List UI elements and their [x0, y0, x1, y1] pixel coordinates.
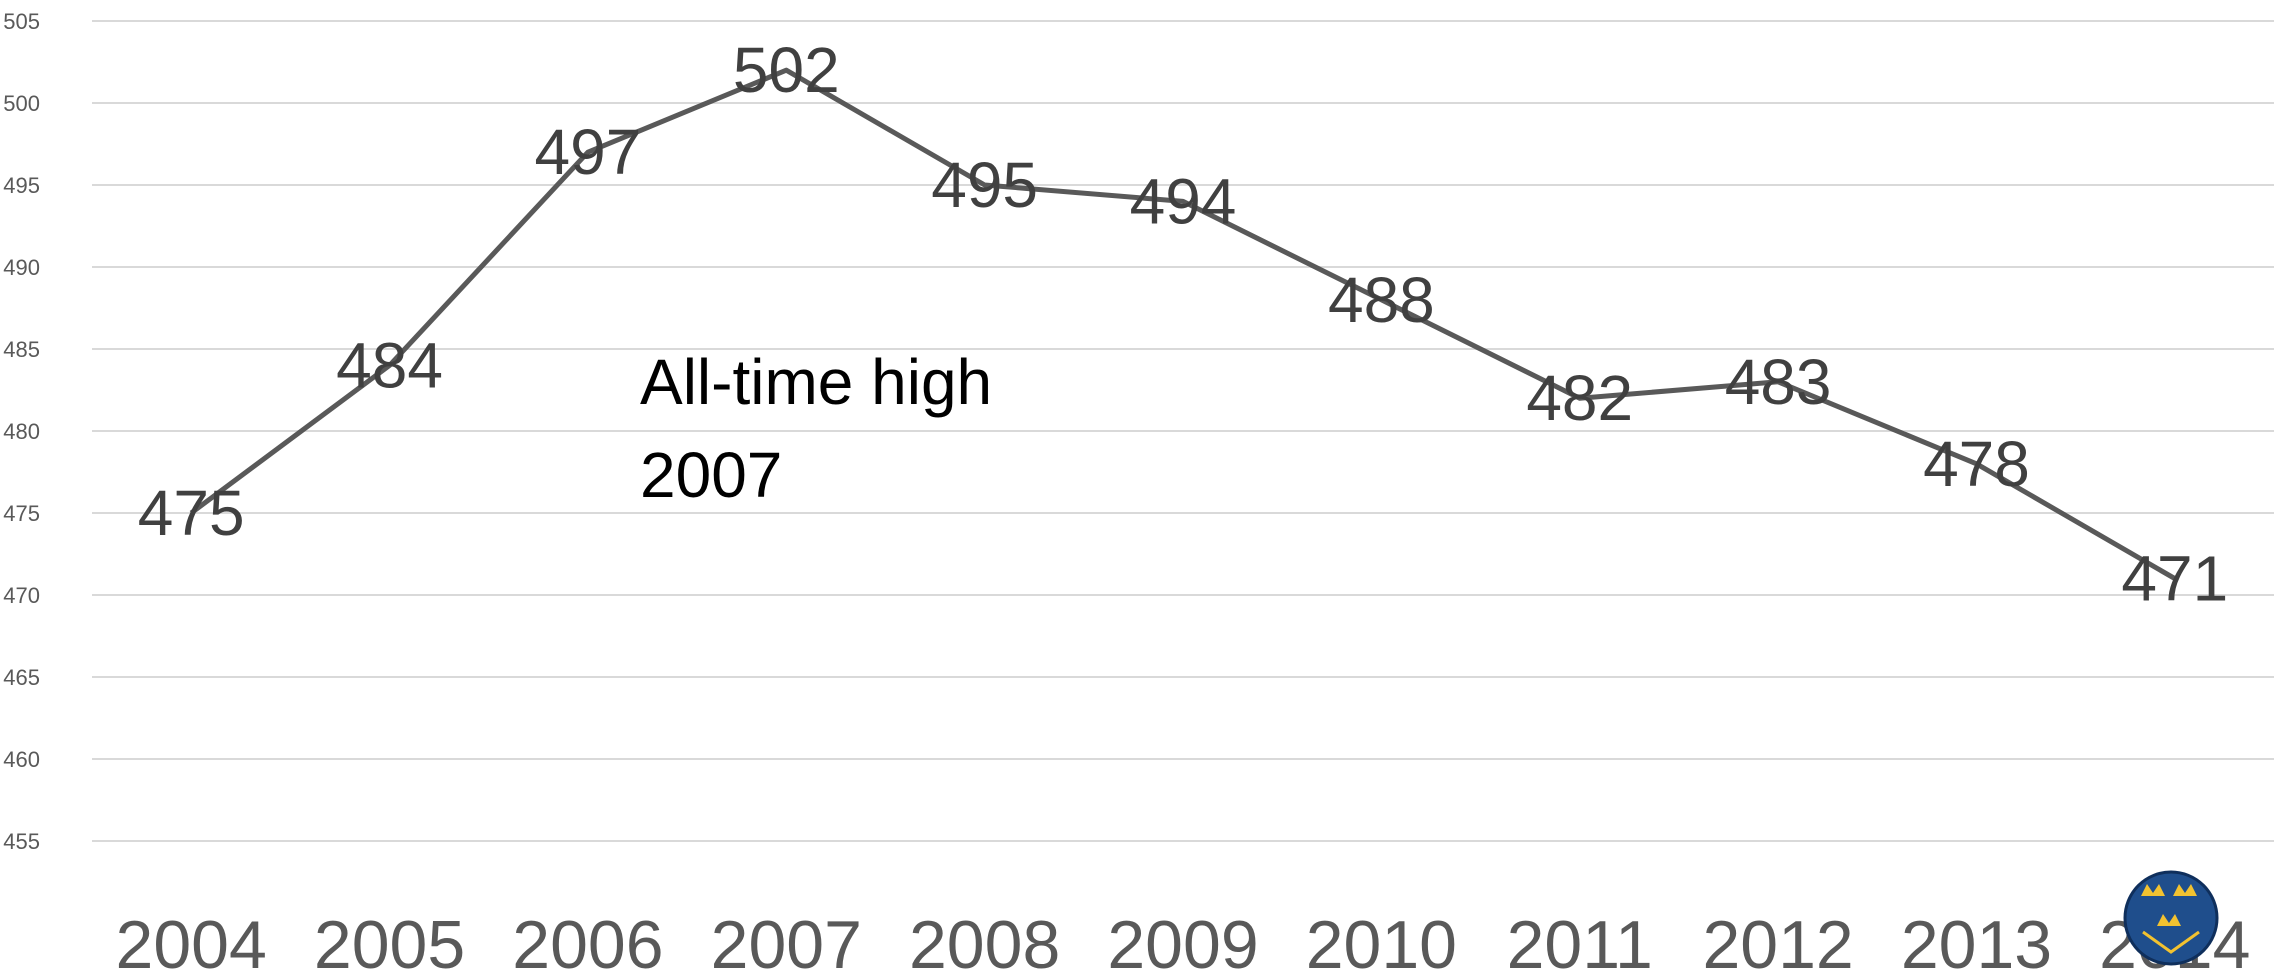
- x-tick-label: 2006: [512, 907, 663, 973]
- x-tick-label: 2007: [711, 907, 862, 973]
- x-tick-label: 2005: [314, 907, 465, 973]
- data-label: 488: [1328, 264, 1435, 336]
- x-tick-label: 2008: [909, 907, 1060, 973]
- gridlines: [92, 20, 2274, 842]
- y-tick-label: 485: [3, 337, 40, 362]
- series: [189, 67, 2177, 581]
- x-tick-label: 2011: [1507, 907, 1653, 973]
- y-tick-label: 500: [3, 91, 40, 116]
- x-tick-label: 2013: [1901, 907, 2052, 973]
- annotation-line-1: All-time high: [640, 346, 992, 418]
- data-label: 475: [138, 477, 245, 549]
- data-label: 483: [1725, 346, 1832, 418]
- x-axis-ticks: 2004 2005 2006 2007 2008 2009 2010 2011 2012 2013…: [116, 907, 2251, 973]
- y-tick-label: 480: [3, 419, 40, 444]
- y-tick-label: 495: [3, 173, 40, 198]
- y-tick-label: 455: [3, 829, 40, 854]
- data-labels: 475 484 497 502 495 494 488 482 483 478 471: [138, 34, 2228, 614]
- data-label: 495: [931, 149, 1038, 221]
- y-axis-ticks: 455 460 465 470 475 480 485 490 495 500 505: [3, 9, 40, 854]
- x-tick-label: 2010: [1306, 907, 1457, 973]
- x-tick-label: 2012: [1702, 907, 1853, 973]
- data-label: 482: [1526, 362, 1633, 434]
- x-tick-label: 2009: [1107, 907, 1258, 973]
- data-label: 494: [1130, 165, 1237, 237]
- y-tick-label: 470: [3, 583, 40, 608]
- annotation-line-2: 2007: [640, 439, 782, 511]
- y-tick-label: 490: [3, 255, 40, 280]
- data-label: 478: [1923, 428, 2030, 500]
- y-tick-label: 465: [3, 665, 40, 690]
- data-label: 497: [535, 116, 642, 188]
- series-line: [189, 67, 2177, 581]
- y-tick-label: 475: [3, 501, 40, 526]
- y-tick-label: 460: [3, 747, 40, 772]
- y-tick-label: 505: [3, 9, 40, 34]
- data-label: 502: [733, 34, 840, 106]
- data-label: 484: [336, 329, 443, 401]
- three-crowns-emblem: [2123, 870, 2219, 966]
- data-label: 471: [2121, 543, 2228, 615]
- x-tick-label: 2004: [116, 907, 267, 973]
